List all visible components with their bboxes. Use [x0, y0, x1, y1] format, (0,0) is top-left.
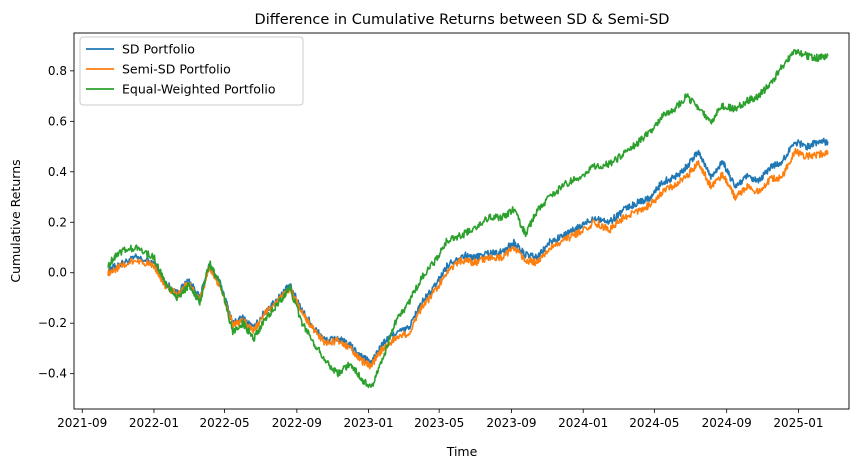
series-line-3 — [107, 48, 829, 389]
x-tick-label: 2024-01 — [558, 416, 608, 430]
x-tick-label: 2022-01 — [129, 416, 179, 430]
x-tick-label: 2024-05 — [629, 416, 679, 430]
x-axis: 2021-09 2022-01 2022-05 2022-09 2023-01 2023-… — [57, 409, 824, 430]
y-tick-label: 0.8 — [48, 64, 67, 78]
legend-label: Equal-Weighted Portfolio — [122, 82, 275, 97]
y-axis-label: Cumulative Returns — [8, 159, 23, 282]
plot-frame — [73, 32, 850, 410]
x-tick-label: 2023-01 — [344, 416, 394, 430]
x-axis-label: Time — [446, 444, 478, 459]
legend: SD Portfolio Semi-SD Portfolio Equal-Weigh… — [79, 36, 304, 106]
legend-label: Semi-SD Portfolio — [122, 62, 231, 77]
legend-box — [79, 36, 304, 106]
y-tick-label: −0.2 — [38, 316, 67, 330]
chart-title: Difference in Cumulative Returns between… — [255, 12, 670, 28]
legend-label: SD Portfolio — [122, 42, 195, 57]
y-tick-label: 0.2 — [48, 215, 67, 229]
y-tick-label: 0.6 — [48, 114, 67, 128]
y-axis: −0.4 −0.2 0.0 0.2 0.4 0.6 0.8 — [38, 64, 74, 381]
series-line-1 — [107, 137, 829, 367]
x-tick-label: 2022-05 — [199, 416, 249, 430]
y-tick-label: −0.4 — [38, 367, 67, 381]
plot-lines — [107, 48, 829, 389]
y-tick-label: 0.4 — [48, 165, 67, 179]
x-tick-label: 2023-09 — [486, 416, 536, 430]
x-tick-label: 2021-09 — [57, 416, 107, 430]
x-tick-label: 2023-05 — [414, 416, 464, 430]
x-tick-label: 2022-09 — [272, 416, 322, 430]
x-tick-label: 2024-09 — [702, 416, 752, 430]
x-tick-label: 2025-01 — [773, 416, 823, 430]
series-line-2 — [107, 147, 829, 370]
y-tick-label: 0.0 — [48, 266, 67, 280]
